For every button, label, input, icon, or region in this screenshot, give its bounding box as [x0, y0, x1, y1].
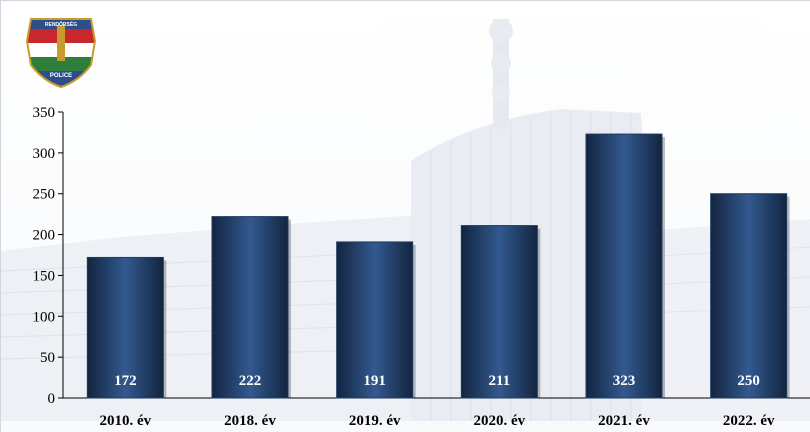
bar-2022 [710, 193, 788, 399]
y-tick-label: 350 [33, 105, 56, 121]
bar-2019 [336, 241, 414, 399]
y-tick-label: 150 [33, 268, 56, 284]
bar-data-label: 222 [239, 373, 262, 389]
x-category-label: 2010. év [99, 413, 151, 429]
x-category-label: 2021. év [598, 413, 650, 429]
bar-2018 [211, 216, 289, 399]
x-category-label: 2022. év [723, 413, 775, 429]
y-tick-label: 0 [48, 391, 56, 407]
y-tick-label: 300 [33, 146, 56, 162]
bar-data-label: 323 [613, 373, 636, 389]
bar-2021 [585, 133, 663, 399]
bar-data-label: 172 [114, 373, 137, 389]
x-axis-labels: 2010. év 2018. év 2019. év 2020. év 2021. év… [99, 413, 774, 429]
x-category-label: 2020. év [473, 413, 525, 429]
bar-2020 [460, 225, 538, 399]
badge-top-text: RENDŐRSÉG [45, 20, 77, 28]
y-tick-label: 100 [33, 309, 56, 325]
bar-data-label: 250 [737, 373, 760, 389]
bar-2010 [86, 256, 164, 399]
badge-bottom-text: POLICE [50, 73, 72, 79]
y-tick-label: 50 [40, 350, 55, 366]
x-category-label: 2018. év [224, 413, 276, 429]
x-category-label: 2019. év [349, 413, 401, 429]
y-tick-label: 250 [33, 187, 56, 203]
bars-group: 172 222 191 211 323 250 [86, 133, 790, 399]
bar-data-label: 191 [363, 373, 386, 389]
bar-data-label: 211 [488, 373, 510, 389]
badge-crown-emblem [57, 25, 65, 61]
y-axis-ticks: 0 50 100 150 200 250 300 350 [33, 105, 63, 407]
y-tick-label: 200 [33, 228, 56, 244]
police-badge-logo: RENDŐRSÉG POLICE [25, 18, 97, 89]
